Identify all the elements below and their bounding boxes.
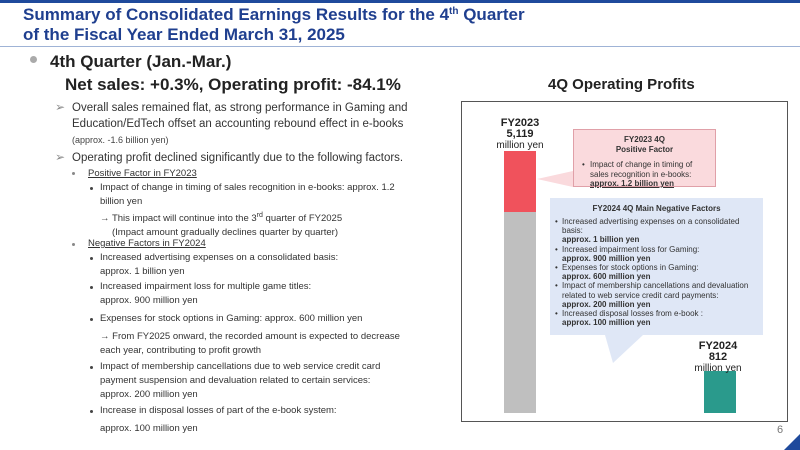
bullet-icon <box>30 56 37 63</box>
section-headline: Net sales: +0.3%, Operating profit: -84.… <box>65 75 401 94</box>
negative-factor-item-2: Increased impairment loss for multiple g… <box>100 281 312 306</box>
positive-factor-callout: FY2023 4Q Positive Factor • Impact of ch… <box>573 129 716 188</box>
positive-factor-item: Impact of change in timing of sales reco… <box>100 182 395 239</box>
bar-fy2023-positive-factor <box>504 151 536 213</box>
unit-label: million yen <box>694 363 742 374</box>
sub-bullet-icon <box>72 243 75 246</box>
page-title: Summary of Consolidated Earnings Results… <box>23 5 525 44</box>
title-divider <box>0 46 800 47</box>
value-label: 812 <box>708 351 728 363</box>
negative-factors-callout: FY2024 4Q Main Negative Factors • Increa… <box>550 198 763 335</box>
negative-factor-item-5: Increase in disposal losses of part of t… <box>100 405 337 434</box>
sub-bullet-icon <box>72 172 75 175</box>
bar-fy2024 <box>704 371 736 413</box>
chart-frame <box>461 101 788 422</box>
negative-factor-item-3: Expenses for stock options in Gaming: ap… <box>100 313 400 356</box>
item-bullet-icon <box>90 366 93 369</box>
item-bullet-icon <box>90 257 93 260</box>
item-bullet-icon <box>90 318 93 321</box>
corner-accent <box>784 434 800 450</box>
negative-factors-heading: Negative Factors in FY2024 <box>88 238 206 249</box>
callout-pointer <box>605 335 643 363</box>
item-bullet-icon: • <box>582 160 585 169</box>
bar-fy2023-base <box>504 212 536 413</box>
page-number: 6 <box>777 424 784 436</box>
negative-factor-item-1: Increased advertising expenses on a cons… <box>100 252 339 277</box>
bar-label-fy2024: FY2024 812 million yen <box>686 340 750 375</box>
summary-point-1: Overall sales remained flat, as strong p… <box>72 102 408 145</box>
arrow-bullet-icon: ➢ <box>55 100 66 114</box>
unit-label: million yen <box>496 140 544 151</box>
positive-factor-heading: Positive Factor in FY2023 <box>88 168 197 179</box>
section-heading: 4th Quarter (Jan.-Mar.) <box>50 52 232 71</box>
bar-label-fy2023: FY2023 5,119 million yen <box>488 117 552 152</box>
item-bullet-icon <box>90 286 93 289</box>
item-bullet-icon <box>90 410 93 413</box>
category-label: FY2023 <box>500 117 540 129</box>
chart-title: 4Q Operating Profits <box>548 76 695 93</box>
category-label: FY2024 <box>698 340 738 352</box>
value-label: 5,119 <box>506 128 534 140</box>
negative-factor-item-4: Impact of membership cancellations due t… <box>100 361 381 400</box>
callout-pointer <box>537 171 573 187</box>
summary-point-2: Operating profit declined significantly … <box>72 152 404 164</box>
arrow-bullet-icon: ➢ <box>55 150 66 164</box>
top-accent-bar <box>0 0 800 3</box>
item-bullet-icon <box>90 187 93 190</box>
